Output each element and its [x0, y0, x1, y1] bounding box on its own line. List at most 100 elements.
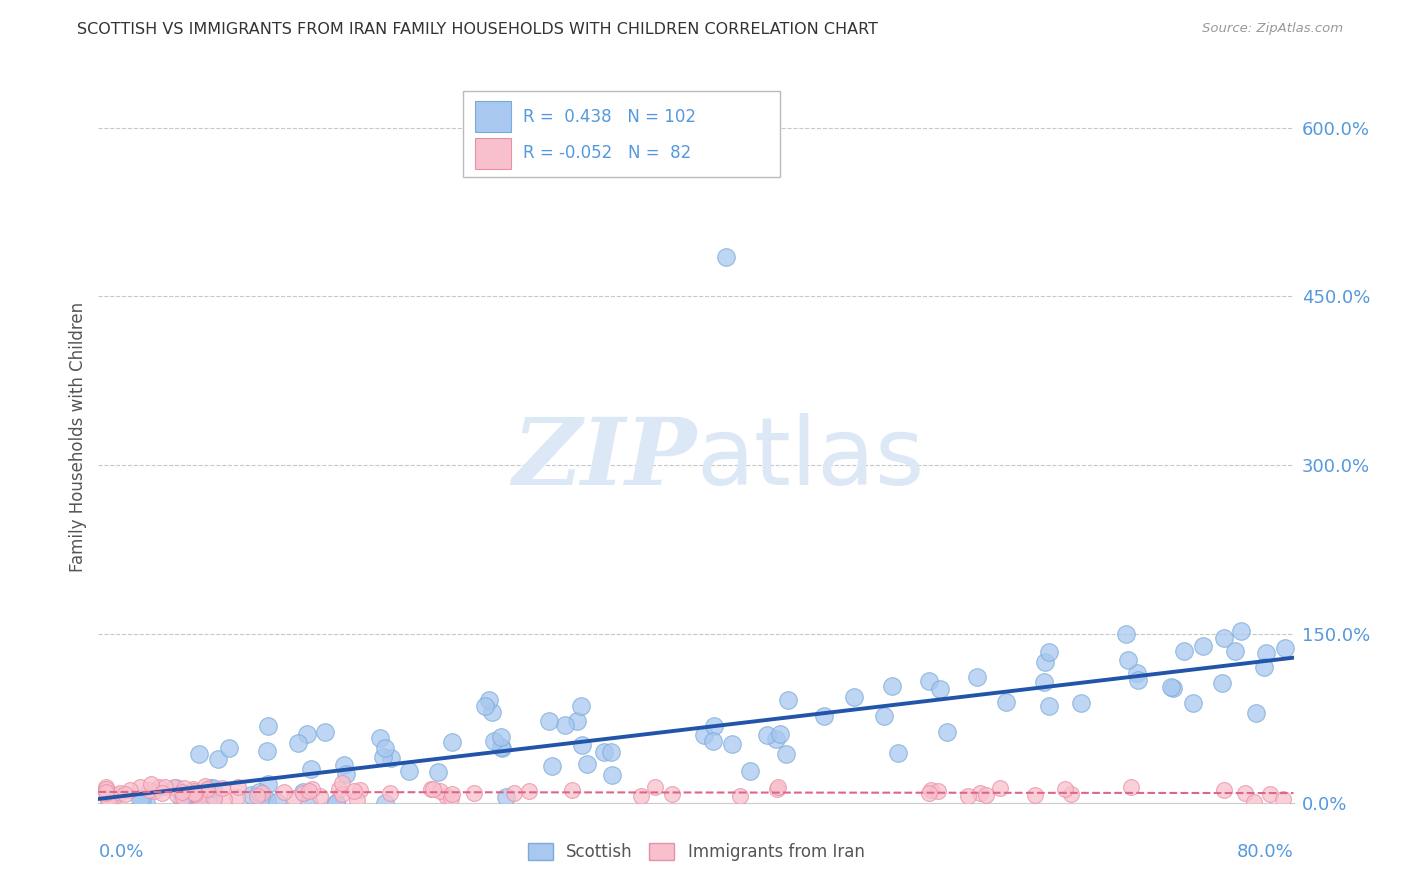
Point [201, 795, 224, 809]
Point [118, 783, 141, 797]
Point [143, 784, 166, 798]
Point [226, 789, 249, 804]
Point [1126, 673, 1149, 687]
Point [1244, 706, 1267, 720]
Y-axis label: Family Households with Children: Family Households with Children [69, 302, 87, 572]
Point [273, 784, 295, 798]
Point [491, 731, 513, 745]
Point [166, 788, 188, 802]
Point [343, 784, 366, 798]
Point [330, 787, 353, 801]
Point [540, 759, 562, 773]
Point [630, 789, 652, 803]
Point [1161, 681, 1184, 695]
Point [165, 780, 187, 795]
Point [422, 781, 444, 796]
Point [183, 786, 205, 800]
Point [188, 747, 211, 762]
Point [775, 747, 797, 761]
Point [482, 734, 505, 748]
Point [128, 780, 150, 795]
Point [184, 788, 207, 802]
Point [371, 750, 394, 764]
Point [141, 777, 163, 791]
Bar [475, 138, 510, 169]
Point [693, 728, 716, 742]
Point [927, 784, 949, 798]
Point [538, 714, 561, 728]
Point [1274, 641, 1296, 656]
Point [183, 782, 205, 797]
Point [929, 682, 952, 697]
Point [769, 727, 792, 741]
Point [491, 740, 513, 755]
Point [374, 741, 396, 756]
Point [97, 793, 120, 807]
Point [844, 690, 866, 705]
Point [969, 786, 991, 800]
Point [380, 786, 402, 800]
Point [813, 709, 835, 723]
Point [1192, 639, 1215, 653]
Text: R = -0.052   N =  82: R = -0.052 N = 82 [523, 145, 690, 162]
Text: ZIP: ZIP [512, 414, 696, 504]
Point [1258, 787, 1281, 801]
Point [256, 718, 278, 732]
Point [1038, 645, 1060, 659]
Point [1115, 627, 1137, 641]
Point [186, 796, 208, 810]
Point [138, 783, 160, 797]
Point [180, 796, 202, 810]
Point [207, 752, 229, 766]
Point [218, 741, 240, 756]
Point [226, 780, 249, 795]
Point [873, 709, 896, 723]
Point [571, 738, 593, 752]
Text: 80.0%: 80.0% [1237, 843, 1294, 861]
Point [374, 796, 396, 810]
Text: atlas: atlas [696, 413, 924, 505]
Point [880, 679, 903, 693]
Point [256, 793, 278, 807]
Point [765, 731, 787, 746]
Point [756, 728, 779, 742]
Point [105, 788, 128, 802]
Point [920, 782, 942, 797]
Point [349, 783, 371, 797]
Point [150, 786, 173, 800]
Point [441, 735, 464, 749]
Point [181, 796, 204, 810]
Point [441, 788, 464, 802]
Point [575, 756, 598, 771]
Point [1116, 653, 1139, 667]
Point [1038, 698, 1060, 713]
FancyBboxPatch shape [463, 91, 780, 178]
Point [728, 789, 751, 803]
Point [429, 784, 451, 798]
Point [936, 725, 959, 739]
Point [1234, 786, 1257, 800]
Point [153, 780, 176, 794]
Point [766, 780, 789, 794]
Point [170, 793, 193, 807]
Point [592, 746, 614, 760]
Point [314, 725, 336, 739]
Point [463, 785, 485, 799]
Point [325, 796, 347, 810]
Point [1212, 631, 1234, 645]
Point [1223, 644, 1246, 658]
Point [214, 792, 236, 806]
Point [266, 795, 288, 809]
Point [1230, 624, 1253, 639]
Point [503, 786, 526, 800]
Point [346, 793, 368, 807]
Point [135, 796, 157, 810]
Point [1032, 675, 1054, 690]
Point [738, 764, 761, 778]
Point [1070, 696, 1092, 710]
Point [561, 782, 583, 797]
Point [554, 718, 576, 732]
Point [308, 789, 330, 803]
Point [202, 791, 225, 805]
Point [128, 791, 150, 805]
